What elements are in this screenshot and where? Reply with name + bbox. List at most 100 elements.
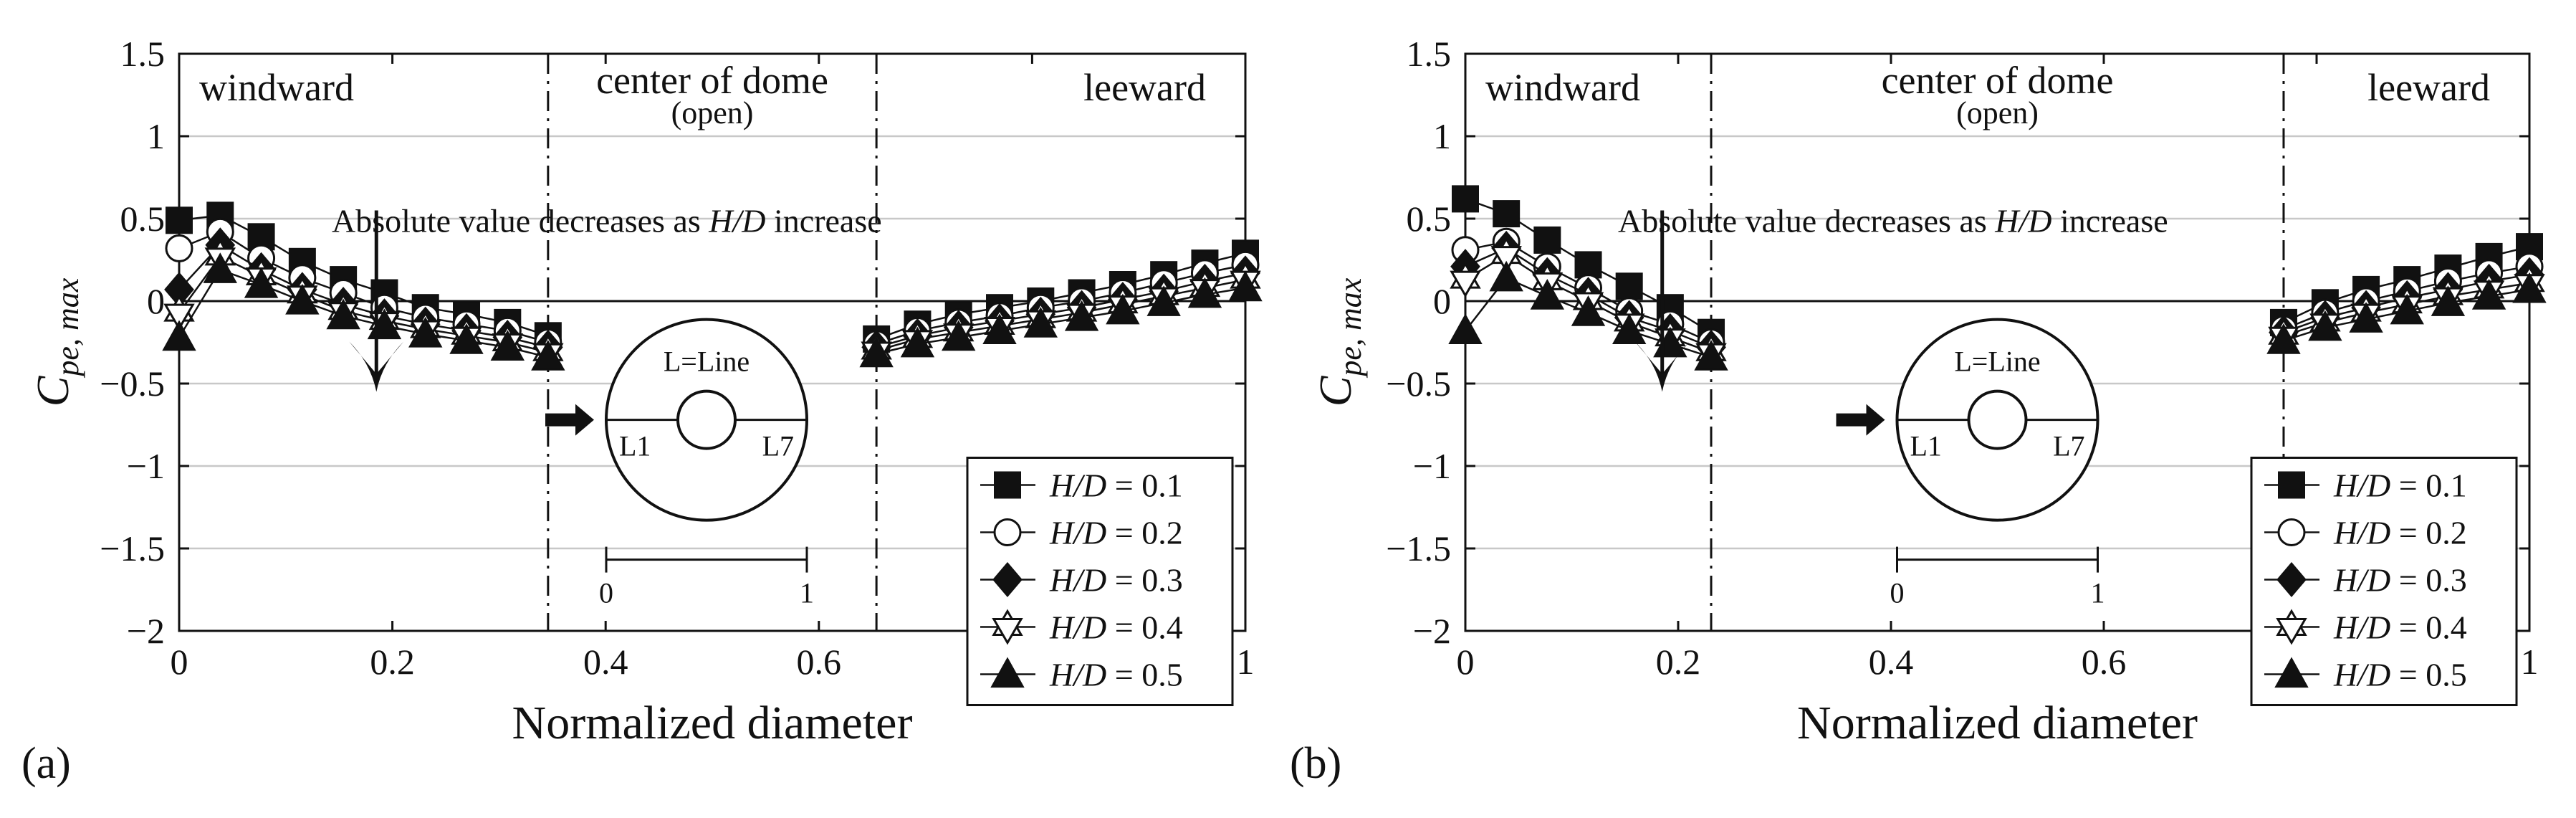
legend-label-eq: = — [2390, 657, 2426, 693]
y-axis-label-subscript: pe, max — [50, 277, 85, 378]
annotation-text-part: increase — [765, 202, 881, 239]
x-tick-label: 0.2 — [370, 642, 415, 682]
data-point — [942, 320, 976, 351]
series-line-windward — [178, 214, 549, 337]
panel-label: (b) — [1290, 739, 1341, 788]
legend-label: H/D = 0.1 — [1049, 467, 1183, 504]
annotation-text: Absolute value decreases as H/D increase — [332, 202, 882, 239]
scale-max-label: 1 — [2091, 577, 2105, 609]
data-point — [1064, 300, 1099, 331]
y-tick-label: 0 — [147, 281, 165, 321]
data-point — [2431, 285, 2466, 316]
data-point — [1489, 260, 1523, 292]
region-label-center: center of dome — [1882, 59, 2114, 102]
x-tick-label: 0.4 — [583, 642, 628, 682]
legend-label-value: 0.4 — [1141, 609, 1183, 646]
legend-label-value: 0.1 — [2426, 467, 2467, 504]
series-hd-0.5 — [162, 252, 1263, 371]
data-point — [166, 206, 193, 234]
inset-title: L=Line — [664, 346, 750, 378]
legend: H/D = 0.1 H/D = 0.2 H/D = 0.3 H/D = 0.4 H/D … — [2250, 457, 2518, 706]
legend-item: H/D = 0.2 — [2264, 515, 2467, 551]
legend-label-prefix: H/D — [2333, 467, 2390, 504]
legend-marker — [992, 609, 1023, 645]
chart-panel-b: 00.20.40.60.811.510.50−0.5−1−1.5−2Normal… — [1290, 34, 2547, 788]
legend-label-prefix: H/D — [1049, 562, 1106, 599]
data-point — [1571, 295, 1606, 326]
legend-label-prefix: H/D — [1049, 609, 1106, 646]
legend-item: H/D = 0.2 — [980, 515, 1183, 551]
legend-label: H/D = 0.5 — [2333, 657, 2467, 693]
legend-marker — [992, 561, 1023, 598]
legend-marker — [2276, 609, 2307, 645]
series-line-windward — [178, 255, 549, 353]
x-tick-label: 1 — [1237, 642, 1255, 682]
dome-opening-circle — [676, 389, 737, 450]
data-point — [162, 320, 196, 351]
data-point — [1228, 270, 1263, 302]
annotation-text-part: Absolute value decreases as — [332, 202, 709, 239]
legend-label: H/D = 0.4 — [2333, 609, 2467, 646]
data-point — [490, 330, 525, 361]
legend-label-eq: = — [1106, 467, 1141, 504]
inset-label-l1: L1 — [619, 430, 651, 462]
y-tick-label: 1 — [1433, 116, 1451, 156]
scale-max-label: 1 — [800, 577, 814, 609]
x-tick-label: 0.4 — [1869, 642, 1914, 682]
x-tick-label: 0.2 — [1656, 642, 1701, 682]
data-point — [2512, 272, 2547, 303]
legend: H/D = 0.1H/D = 0.2H/D = 0.3H/D = 0.4H/D … — [966, 457, 1234, 706]
wind-arrow-icon — [1836, 404, 1885, 436]
y-tick-label: −0.5 — [100, 363, 165, 404]
data-point — [2471, 279, 2506, 310]
inset-label-l1: L1 — [1910, 430, 1942, 462]
legend-marker — [2276, 561, 2307, 598]
legend-label-value: 0.3 — [2426, 562, 2467, 599]
data-point — [531, 340, 565, 371]
data-point — [408, 316, 443, 348]
y-axis-label-subscript: pe, max — [1333, 277, 1368, 378]
legend-label: H/D = 0.4 — [1049, 609, 1183, 646]
legend-item: H/D = 0.5 — [2264, 657, 2467, 693]
region-label-center-sub: (open) — [1956, 95, 2039, 130]
y-axis-label-main: C — [27, 375, 78, 406]
y-tick-label: 1.5 — [120, 34, 166, 74]
y-tick-label: 0.5 — [1407, 199, 1452, 239]
data-series — [1448, 185, 2547, 371]
data-point — [1106, 293, 1140, 325]
data-point — [2266, 323, 2301, 354]
series-line-leeward — [876, 252, 1246, 341]
data-series — [162, 201, 1263, 371]
legend-label: H/D = 0.3 — [1049, 562, 1183, 599]
legend-label-value: 0.2 — [1141, 515, 1183, 551]
panel-label: (a) — [21, 739, 71, 788]
data-point — [1023, 307, 1058, 338]
region-label-windward: windward — [199, 66, 354, 109]
series-line-windward — [178, 268, 549, 358]
legend-label-value: 0.2 — [2426, 515, 2467, 551]
legend-label-value: 0.3 — [1141, 562, 1183, 599]
y-tick-label: 0.5 — [120, 199, 166, 239]
legend-label-value: 0.5 — [1141, 657, 1183, 693]
series-line-leeward — [876, 278, 1246, 352]
x-tick-label: 0.6 — [2082, 642, 2127, 682]
data-point — [1448, 313, 1483, 344]
legend-label: H/D = 0.5 — [1049, 657, 1183, 693]
y-axis-label-main: C — [1310, 375, 1361, 406]
legend-item: H/D = 0.4 — [2264, 609, 2467, 646]
legend-marker — [2278, 471, 2305, 499]
y-tick-label: 0 — [1433, 281, 1451, 321]
x-tick-label: 1 — [2521, 642, 2539, 682]
legend-marker — [993, 518, 1022, 546]
legend-label-eq: = — [1106, 562, 1141, 599]
y-tick-label: −2 — [1413, 611, 1451, 651]
series-hd-0.5 — [1448, 260, 2547, 371]
legend-label: H/D = 0.3 — [2333, 562, 2467, 599]
y-tick-label: −1 — [127, 446, 165, 486]
series-line-windward — [178, 244, 549, 348]
legend-item: H/D = 0.3 — [980, 562, 1183, 599]
data-point — [859, 336, 894, 368]
legend-label-prefix: H/D — [1049, 515, 1106, 551]
legend-label-value: 0.1 — [1141, 467, 1183, 504]
